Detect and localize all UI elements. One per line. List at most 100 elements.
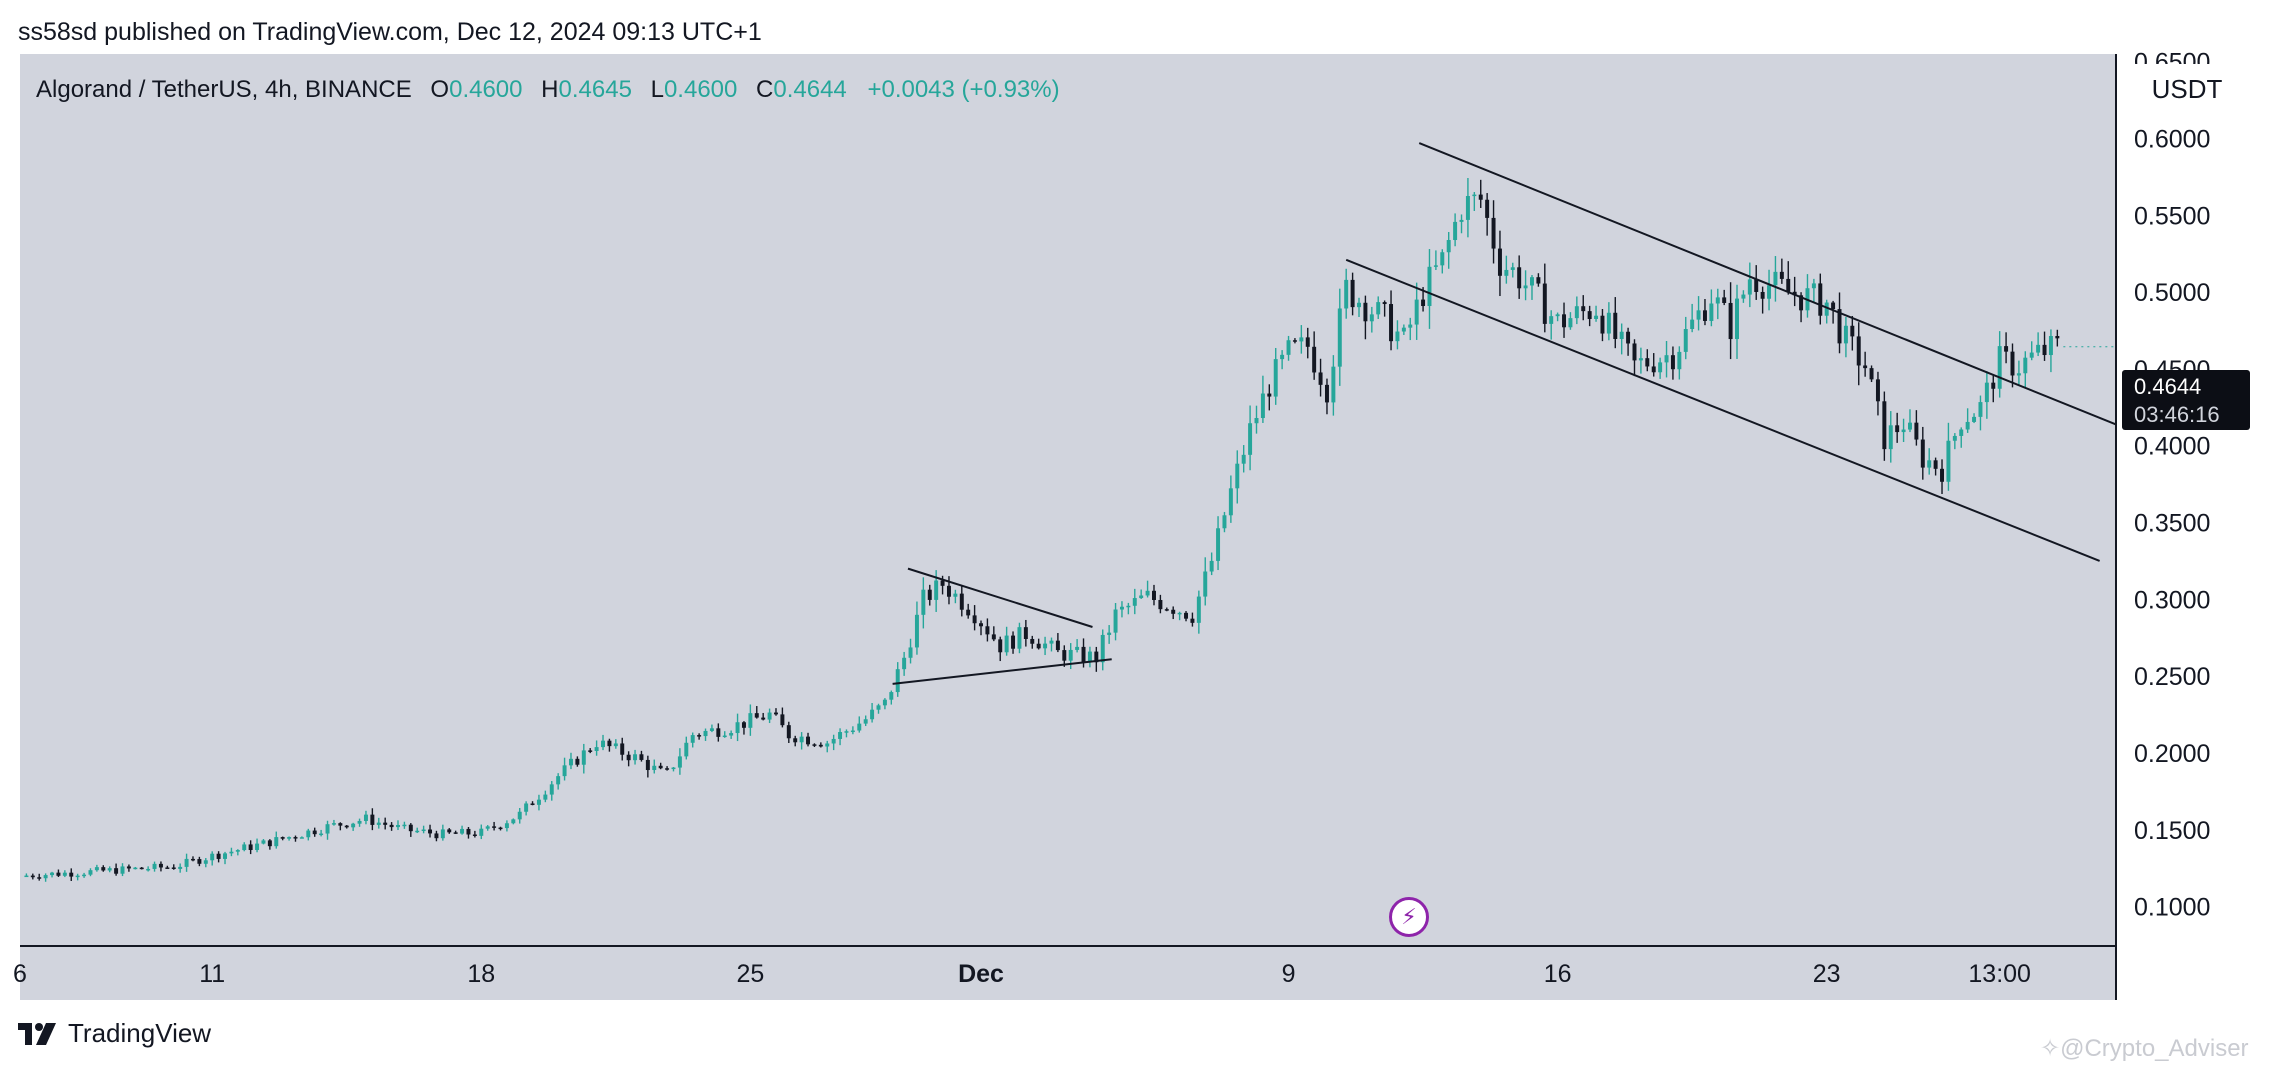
candle-body-120 xyxy=(793,738,798,743)
candle-body-159 xyxy=(1043,643,1048,649)
candle-body-207 xyxy=(1350,279,1355,308)
candle-body-164 xyxy=(1075,646,1080,650)
candle-body-305 xyxy=(1978,402,1983,417)
candle-body-17 xyxy=(133,867,138,870)
candle-body-272 xyxy=(1767,285,1772,299)
candle-body-223 xyxy=(1453,221,1458,241)
event-lightning-icon[interactable]: ⚡ xyxy=(1389,897,1429,937)
candle-body-269 xyxy=(1747,279,1752,295)
candle-body-161 xyxy=(1055,640,1060,651)
candle-body-93 xyxy=(620,743,625,755)
candle-body-52 xyxy=(357,820,362,824)
candle-body-308 xyxy=(1997,346,2002,389)
candle-body-286 xyxy=(1856,336,1861,366)
candle-body-238 xyxy=(1549,316,1554,324)
symbol-legend: Algorand / TetherUS, 4h, BINANCE O0.4600… xyxy=(36,76,1060,104)
candle-body-28 xyxy=(203,860,208,864)
candle-body-292 xyxy=(1895,425,1900,433)
x-axis-ticks: 6 11 18 25 Dec 9 16 23 13:00 xyxy=(13,960,2031,988)
candle-body-276 xyxy=(1792,291,1797,296)
x-tick-label-2: 18 xyxy=(467,960,495,988)
candle-body-111 xyxy=(735,722,740,734)
candle-body-96 xyxy=(639,754,644,760)
candle-body-60 xyxy=(408,824,413,832)
candle-body-143 xyxy=(940,580,945,586)
candles-group xyxy=(24,177,2060,882)
candle-body-270 xyxy=(1754,279,1759,292)
candle-body-311 xyxy=(2016,373,2021,376)
candle-body-40 xyxy=(280,837,285,839)
candle-body-23 xyxy=(171,867,176,869)
candle-body-257 xyxy=(1670,355,1675,370)
candle-body-307 xyxy=(1991,382,1996,389)
x-tick-label-8: 13:00 xyxy=(1968,960,2031,988)
candle-body-168 xyxy=(1100,634,1105,663)
candle-body-78 xyxy=(524,803,529,812)
candle-body-36 xyxy=(255,843,260,851)
candle-body-196 xyxy=(1280,354,1285,360)
tradingview-brand[interactable]: TradingView xyxy=(18,1018,211,1049)
y-tick-label-6: 0.3500 xyxy=(2134,510,2210,538)
candle-body-145 xyxy=(953,593,958,597)
candle-body-146 xyxy=(959,593,964,610)
candle-body-250 xyxy=(1626,331,1631,344)
candle-body-38 xyxy=(267,840,272,847)
candle-body-184 xyxy=(1203,571,1208,597)
candle-body-132 xyxy=(870,709,875,720)
candle-body-94 xyxy=(626,754,631,761)
candle-body-203 xyxy=(1324,384,1329,403)
y-tick-label-7: 0.3000 xyxy=(2134,586,2210,614)
author-watermark: ✧@Crypto_Adviser xyxy=(2040,1034,2249,1063)
candle-body-194 xyxy=(1267,393,1272,397)
candle-body-55 xyxy=(376,822,381,825)
candle-body-135 xyxy=(889,692,894,700)
candle-body-54 xyxy=(370,814,375,825)
candle-body-33 xyxy=(235,850,240,852)
candle-body-81 xyxy=(543,794,548,800)
candle-body-125 xyxy=(825,743,830,747)
candle-body-152 xyxy=(998,639,1003,653)
candle-body-213 xyxy=(1389,304,1394,342)
candle-body-263 xyxy=(1709,303,1714,321)
tradingview-logo-icon xyxy=(18,1022,56,1045)
candle-body-227 xyxy=(1478,194,1483,200)
trendline-channel-lower xyxy=(1345,258,2100,562)
candle-body-110 xyxy=(729,733,734,736)
candle-body-57 xyxy=(389,824,394,828)
candle-body-244 xyxy=(1587,311,1592,319)
candle-body-156 xyxy=(1023,627,1028,639)
candle-body-12 xyxy=(101,867,106,871)
candle-body-252 xyxy=(1638,358,1643,361)
candle-body-163 xyxy=(1068,649,1073,661)
candle-body-45 xyxy=(312,830,317,835)
candle-body-90 xyxy=(601,740,605,748)
published-line: ss58sd published on TradingView.com, Dec… xyxy=(18,18,762,46)
candle-body-201 xyxy=(1312,346,1317,373)
candle-body-293 xyxy=(1901,429,1906,433)
candle-body-1 xyxy=(30,875,35,878)
candle-body-185 xyxy=(1209,560,1214,572)
x-tick-label-7: 23 xyxy=(1813,960,1841,988)
candle-body-22 xyxy=(165,867,170,869)
symbol-name: Algorand / TetherUS, 4h, BINANCE xyxy=(36,76,412,103)
candle-body-235 xyxy=(1530,277,1534,286)
candle-body-24 xyxy=(178,866,183,869)
candle-body-222 xyxy=(1446,240,1451,253)
candle-body-306 xyxy=(1984,382,1989,403)
candle-body-13 xyxy=(107,868,112,871)
chart-panel[interactable] xyxy=(20,54,2260,1000)
candle-body-69 xyxy=(466,828,471,835)
candle-body-291 xyxy=(1888,425,1893,450)
candle-body-248 xyxy=(1613,312,1618,339)
candle-body-158 xyxy=(1036,643,1041,649)
x-tick-label-3: 25 xyxy=(736,960,764,988)
currency-button[interactable]: USDT xyxy=(2124,64,2250,114)
candle-body-274 xyxy=(1779,271,1784,279)
candle-body-289 xyxy=(1875,379,1880,402)
candle-body-224 xyxy=(1459,219,1464,222)
candle-body-30 xyxy=(216,853,221,859)
candle-body-233 xyxy=(1517,267,1522,289)
candle-body-49 xyxy=(338,823,343,826)
candle-body-199 xyxy=(1299,337,1304,342)
